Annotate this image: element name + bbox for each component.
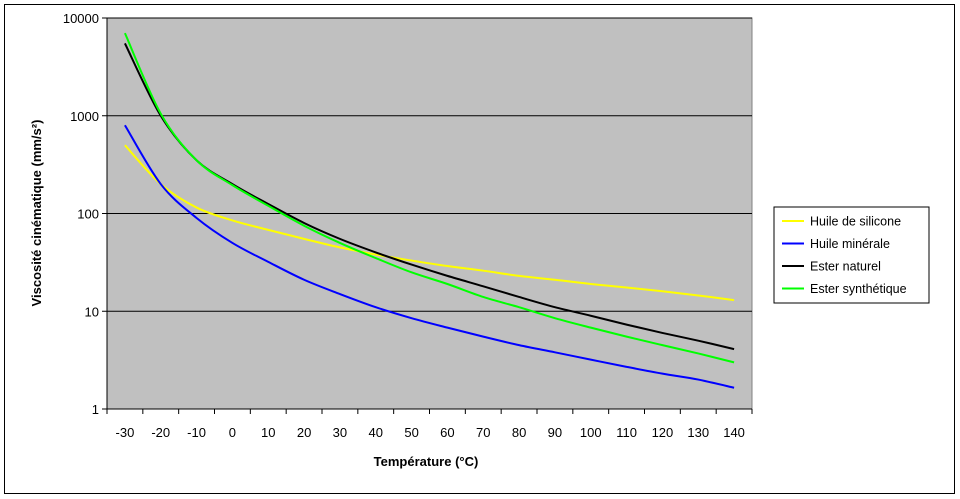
y-axis-label: Viscosité cinématique (mm/s²) xyxy=(29,120,44,307)
series-line-huile-min-rale xyxy=(124,124,735,389)
x-tick-label: 90 xyxy=(548,425,562,440)
x-tick-label: 0 xyxy=(229,425,236,440)
y-tick-label: 10000 xyxy=(63,11,99,26)
y-tick-label: 1 xyxy=(92,402,99,417)
x-tick-label: 110 xyxy=(616,425,637,440)
legend-label: Ester naturel xyxy=(810,260,881,274)
x-tick-label: 50 xyxy=(404,425,418,440)
x-tick-label: 70 xyxy=(476,425,490,440)
legend-label: Ester synthétique xyxy=(810,282,907,296)
x-tick-label: 60 xyxy=(440,425,454,440)
x-tick-label: -20 xyxy=(151,425,170,440)
x-tick-label: -10 xyxy=(187,425,206,440)
series-line-huile-de-silicone xyxy=(124,144,735,302)
x-tick-label: 120 xyxy=(652,425,674,440)
y-tick-label: 10 xyxy=(85,304,99,319)
legend: Huile de silicone Huile minérale Ester nat… xyxy=(773,206,930,304)
x-tick-label: 30 xyxy=(333,425,347,440)
x-axis-label: Température (°C) xyxy=(374,454,479,469)
x-tick-label: 40 xyxy=(369,425,383,440)
x-tick-label: 80 xyxy=(512,425,526,440)
legend-box xyxy=(773,206,930,304)
x-tick-label: 10 xyxy=(261,425,275,440)
y-tick-label: 100 xyxy=(77,207,99,222)
x-tick-label: 140 xyxy=(723,425,745,440)
y-tick-label: 1000 xyxy=(70,109,99,124)
series-line-ester-synth-tique xyxy=(124,32,735,364)
x-tick-label: 20 xyxy=(297,425,311,440)
x-tick-label: 130 xyxy=(687,425,709,440)
legend-label: Huile minérale xyxy=(810,237,890,251)
x-tick-label: 100 xyxy=(580,425,602,440)
x-tick-label: -30 xyxy=(116,425,135,440)
legend-label: Huile de silicone xyxy=(810,215,901,229)
